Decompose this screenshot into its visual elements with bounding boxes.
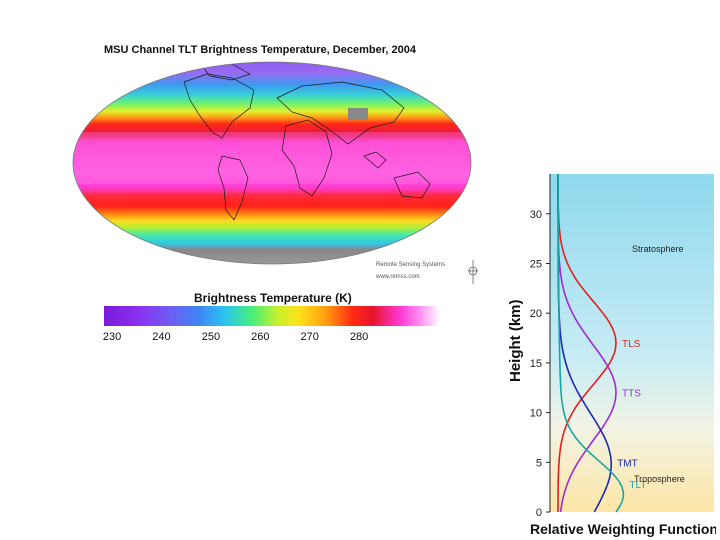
y-tick-label: 30	[530, 209, 542, 221]
atmosphere-background	[550, 174, 714, 512]
credit-line-2: www.remss.com	[376, 274, 420, 280]
y-tick-label: 25	[530, 258, 542, 270]
weighting-curve-tls	[557, 174, 617, 512]
channel-label-tmt: TMT	[617, 458, 638, 469]
colorbar-tick: 280	[349, 331, 369, 343]
channel-label-tlt: TLT	[629, 480, 646, 491]
y-tick-label: 20	[530, 308, 542, 320]
y-tick-label: 0	[536, 507, 542, 519]
colorbar-tick: 260	[251, 331, 270, 343]
channel-label-tls: TLS	[622, 339, 641, 350]
y-tick-label: 10	[530, 408, 542, 420]
channel-label-tts: TTS	[622, 389, 641, 400]
credit-line-1: Remote Sensing Systems	[376, 262, 446, 268]
colorbar-tick: 250	[201, 331, 221, 343]
y-tick-label: 15	[530, 358, 542, 370]
map-title: MSU Channel TLT Brightness Temperature, …	[104, 44, 416, 56]
satellite-logo-icon	[468, 260, 478, 284]
y-tick-label: 5	[536, 457, 542, 469]
temperature-colorbar	[104, 306, 440, 326]
colorbar-title: Brightness Temperature (K)	[194, 291, 352, 305]
colorbar-tick: 270	[300, 331, 319, 343]
stratosphere-label: Stratosphere	[632, 244, 684, 254]
colorbar-tick: 240	[152, 331, 171, 343]
global-temperature-map	[72, 61, 472, 265]
weighting-function-diagram: 0 5 10 15 20 25 30 TLS TTS TMT TLT Height (km) Re…	[507, 174, 716, 537]
colorbar-tick: 230	[102, 331, 122, 343]
weighting-curve-tlt	[557, 174, 625, 513]
y-axis-label: Height (km)	[507, 299, 524, 382]
x-axis-label: Relative Weighting Function	[530, 521, 716, 537]
troposphere-label: Troposphere	[634, 474, 685, 484]
